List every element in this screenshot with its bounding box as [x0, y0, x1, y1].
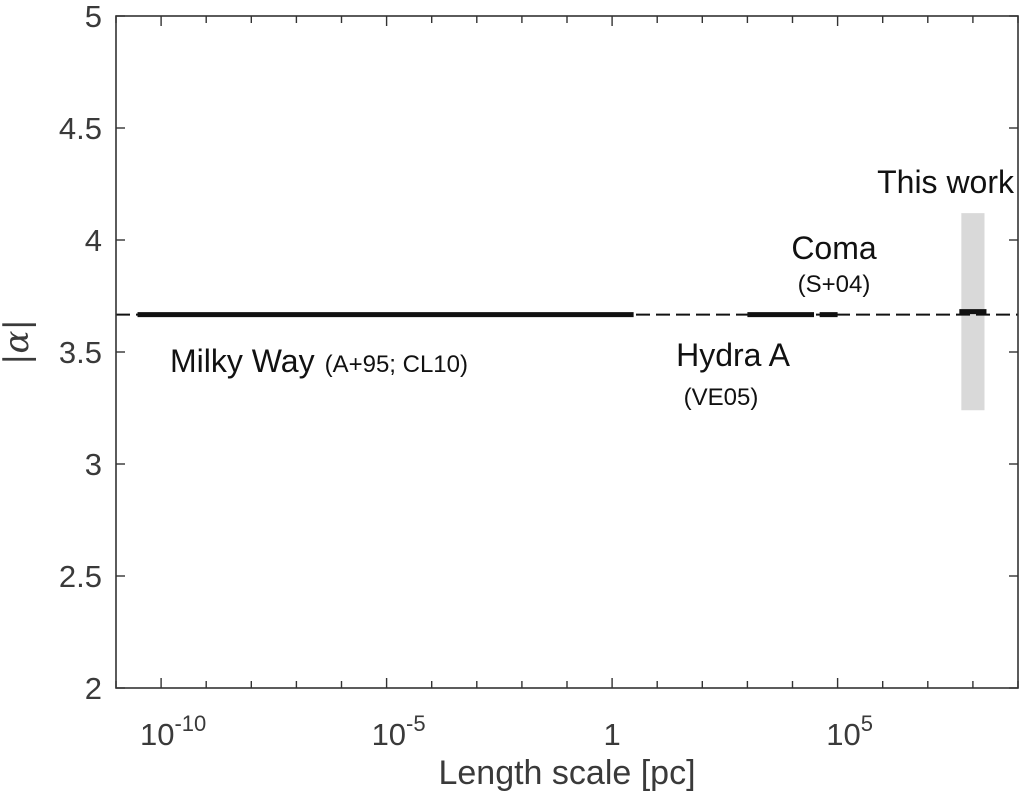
ref-hydra-a: (VE05): [684, 384, 759, 411]
annotations: Milky Way (A+95; CL10) Hydra A (VE05) Coma (S…: [170, 164, 1015, 411]
x-tick-label: 10-10: [140, 711, 206, 752]
y-tick-label: 3: [85, 447, 102, 482]
ref-coma: (S+04): [798, 271, 871, 298]
x-tick-label: 1: [603, 717, 620, 752]
data-segments: [137, 309, 987, 318]
x-tick-label: 10-5: [372, 711, 426, 752]
label-hydra-a: Hydra A: [676, 337, 790, 373]
y-tick-label: 4: [85, 223, 102, 258]
x-tick-label: 105: [826, 711, 873, 752]
y-ticks: 2 2.5 3 3.5 4 4.5 5: [59, 0, 1018, 706]
y-tick-label: 5: [85, 0, 102, 34]
x-ticks: 10-10 10-5 1 105: [115, 16, 1019, 752]
y-tick-label: 4.5: [59, 111, 102, 146]
y-tick-label: 2: [85, 671, 102, 706]
label-coma: Coma: [791, 230, 877, 266]
label-this-work: This work: [877, 164, 1015, 200]
x-axis-label: Length scale [pc]: [438, 754, 695, 792]
label-milky-way: Milky Way (A+95; CL10): [170, 343, 468, 379]
y-tick-label: 3.5: [59, 335, 102, 370]
y-axis-label: |α|: [0, 319, 37, 365]
y-tick-label: 2.5: [59, 559, 102, 594]
